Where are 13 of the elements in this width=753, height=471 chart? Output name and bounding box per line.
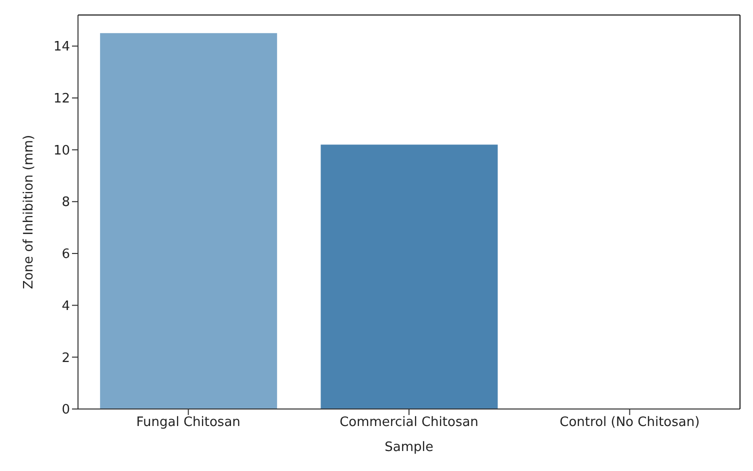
y-tick-label: 0: [62, 402, 70, 418]
y-tick-label: 10: [53, 143, 70, 158]
x-axis-title: Sample: [384, 440, 434, 455]
y-tick-label: 6: [62, 247, 70, 262]
y-tick-label: 2: [62, 350, 70, 366]
y-tick-label: 4: [62, 298, 70, 314]
y-tick-label: 14: [53, 40, 70, 55]
y-tick-label: 8: [62, 195, 70, 210]
y-axis-title: Zone of Inhibition (mm): [22, 134, 37, 290]
x-tick-label: Commercial Chitosan: [340, 415, 478, 430]
y-tick-label: 12: [53, 92, 70, 107]
x-tick-label: Fungal Chitosan: [136, 415, 240, 430]
x-tick-label: Control (No Chitosan): [560, 415, 700, 430]
